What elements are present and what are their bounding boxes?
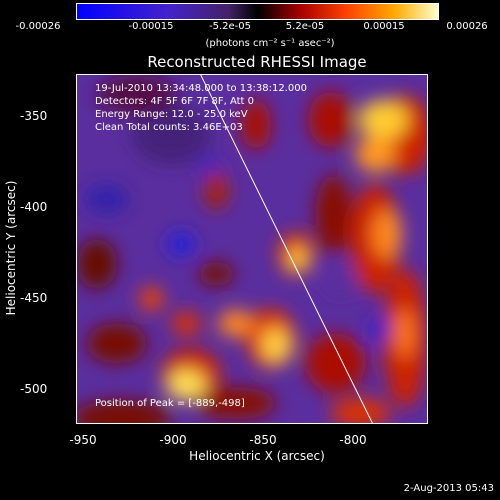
y-tick-label: -350 — [20, 109, 48, 123]
colorbar-units: (photons cm⁻² s⁻¹ asec⁻²) — [205, 38, 335, 49]
info-peak-position: Position of Peak = [-889,-498] — [95, 398, 245, 409]
y-tick-label: -450 — [20, 291, 48, 305]
x-tick-label: -900 — [159, 433, 187, 447]
colorbar-tick: -0.00015 — [128, 21, 174, 32]
info-clean-counts: Clean Total counts: 3.46E+03 — [95, 122, 243, 133]
y-tick-label: -500 — [20, 382, 48, 396]
info-detectors: Detectors: 4F 5F 6F 7F 8F, Att 0 — [95, 96, 255, 107]
colorbar-tick: 0.00015 — [363, 21, 405, 32]
info-time-range: 19-Jul-2010 13:34:48.000 to 13:38:12.000 — [95, 83, 307, 94]
info-energy-range: Energy Range: 12.0 - 25.0 keV — [95, 109, 248, 120]
x-axis-label: Heliocentric X (arcsec) — [189, 449, 325, 463]
x-tick-label: -850 — [249, 433, 277, 447]
x-tick-label: -800 — [339, 433, 367, 447]
colorbar — [76, 3, 439, 20]
colorbar-tick: 5.2e-05 — [285, 21, 325, 32]
x-tick-label: -950 — [69, 433, 97, 447]
colorbar-tick: -5.2e-05 — [209, 21, 251, 32]
rhessi-map — [77, 75, 427, 423]
colorbar-tick: -0.00026 — [15, 21, 61, 32]
rhessi-image-plot: 19-Jul-2010 13:34:48.000 to 13:38:12.000… — [76, 74, 428, 424]
image-title: Reconstructed RHESSI Image — [147, 53, 367, 71]
colorbar-tick: 0.00026 — [446, 21, 488, 32]
y-axis-label: Heliocentric Y (arcsec) — [4, 180, 18, 316]
date-stamp: 2-Aug-2013 05:43 — [403, 483, 494, 494]
y-tick-label: -400 — [20, 200, 48, 214]
